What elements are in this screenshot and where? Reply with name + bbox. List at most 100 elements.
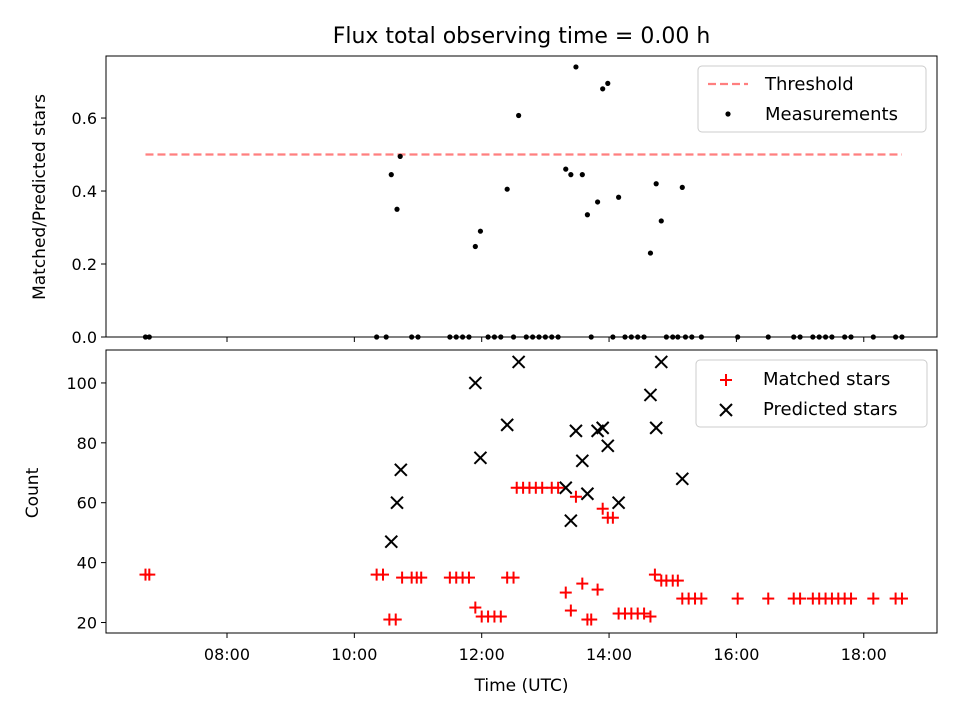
legend-measurements-label: Measurements <box>765 104 898 125</box>
bottom-plot-area <box>139 355 908 626</box>
top-y-tick-label: 0.0 <box>72 328 97 347</box>
legend-matched-label: Matched stars <box>763 369 890 390</box>
predicted-star-point <box>580 487 595 501</box>
top-y-tick-label: 0.6 <box>72 109 97 128</box>
measurement-point <box>647 250 654 256</box>
predicted-star-point <box>473 451 488 465</box>
bottom-x-tick-label: 12:00 <box>459 645 505 664</box>
measurement-point <box>658 218 664 224</box>
legend-predicted-label: Predicted stars <box>763 399 897 420</box>
matched-star-point <box>559 586 572 599</box>
matched-star-point <box>469 601 482 614</box>
matched-star-point <box>569 490 582 503</box>
measurement-point <box>600 86 606 92</box>
bottom-x-axis: 08:00 10:00 12:00 14:00 16:00 18:00 <box>204 633 887 664</box>
bottom-x-tick-label: 18:00 <box>841 645 887 664</box>
measurement-point <box>616 194 622 200</box>
predicted-star-point <box>575 454 590 468</box>
matched-star-point <box>576 577 589 590</box>
measurement-point <box>605 80 611 86</box>
matched-star-point <box>552 481 565 494</box>
matched-star-point <box>671 574 684 587</box>
legend-predicted-swatch <box>719 403 733 417</box>
matched-star-point <box>585 613 598 626</box>
predicted-star-point <box>559 481 573 495</box>
matched-star-point <box>507 571 520 584</box>
measurement-point <box>573 64 579 70</box>
measurement-point <box>388 172 394 178</box>
matched-star-point <box>596 502 609 515</box>
predicted-star-point <box>384 534 398 549</box>
bottom-y-axis-label: Count <box>23 467 43 518</box>
predicted-star-point <box>595 421 610 435</box>
bottom-y-tick-label: 100 <box>66 374 97 393</box>
predicted-star-point <box>564 513 578 528</box>
bottom-x-tick-label: 16:00 <box>713 645 759 664</box>
top-y-tick-label: 0.2 <box>72 255 97 274</box>
matched-star-point <box>462 571 475 584</box>
predicted-star-point <box>394 463 408 477</box>
bottom-y-tick-label: 60 <box>77 494 97 513</box>
top-plot-area <box>142 64 905 340</box>
matched-star-point <box>377 568 389 581</box>
matched-star-point <box>606 511 619 524</box>
legend-threshold-label: Threshold <box>764 74 854 95</box>
predicted-star-point <box>511 355 526 369</box>
measurement-point <box>563 166 569 172</box>
top-x-axis-ticks <box>226 337 865 342</box>
matched-star-point <box>895 592 908 605</box>
measurement-point <box>504 186 510 192</box>
matched-star-point <box>494 610 507 623</box>
legend-matched-swatch <box>720 374 732 386</box>
bottom-x-tick-label: 14:00 <box>586 645 632 664</box>
measurement-point <box>394 206 400 212</box>
top-axes-frame <box>105 55 938 338</box>
matched-star-point <box>731 592 744 605</box>
measurement-point <box>568 172 574 178</box>
matched-star-point <box>143 568 156 581</box>
predicted-star-point <box>390 496 404 510</box>
top-y-axis-label: Matched/Predicted stars <box>30 94 50 300</box>
top-legend: Threshold Measurements <box>697 65 927 133</box>
matched-star-point <box>644 610 657 623</box>
measurement-point <box>653 181 659 187</box>
matched-star-point <box>762 592 775 605</box>
chart-title: Flux total observing time = 0.00 h <box>333 24 711 49</box>
predicted-star-point <box>611 496 626 510</box>
bottom-y-tick-label: 40 <box>77 554 97 573</box>
measurement-point <box>584 212 591 218</box>
measurement-point <box>579 172 585 178</box>
bottom-y-axis: 20 40 60 80 100 <box>66 374 106 633</box>
predicted-star-point <box>569 424 583 438</box>
predicted-star-point <box>500 418 514 432</box>
predicted-star-point <box>643 388 658 402</box>
measurement-point <box>594 199 601 205</box>
bottom-x-tick-label: 08:00 <box>204 645 250 664</box>
x-axis-label: Time (UTC) <box>474 676 569 696</box>
matched-star-point <box>695 592 708 605</box>
measurement-point <box>472 243 478 250</box>
predicted-star-point <box>649 421 663 435</box>
bottom-x-tick-label: 10:00 <box>331 645 377 664</box>
matched-star-point <box>794 592 807 605</box>
bottom-legend: Matched stars Predicted stars <box>695 359 928 428</box>
measurement-point <box>516 112 522 119</box>
top-legend-box <box>697 65 927 133</box>
matched-star-point <box>867 592 880 605</box>
matched-star-point <box>648 568 661 581</box>
bottom-y-tick-label: 80 <box>77 434 97 453</box>
bottom-axes-frame <box>105 349 938 634</box>
predicted-star-point <box>675 472 689 486</box>
predicted-star-point <box>654 355 668 369</box>
matched-star-point <box>415 571 428 584</box>
matched-star-point <box>845 592 858 605</box>
matched-star-point <box>564 604 577 617</box>
matched-star-point <box>638 607 651 620</box>
measurement-point <box>397 153 403 159</box>
matched-star-point <box>389 613 402 626</box>
bottom-y-tick-label: 20 <box>77 614 97 633</box>
top-y-axis: 0.0 0.2 0.4 0.6 <box>72 109 106 347</box>
top-y-tick-label: 0.4 <box>72 182 97 201</box>
bottom-legend-box <box>695 359 928 428</box>
